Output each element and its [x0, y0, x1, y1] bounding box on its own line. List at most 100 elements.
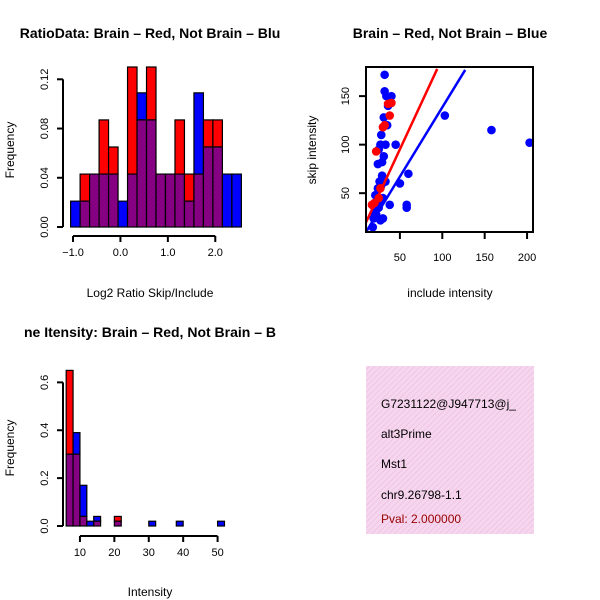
not-brain-fit-line — [366, 69, 467, 232]
ratio-axes: −1.0 0.0 1.0 2.0 0.00 0.04 0.08 0.12 — [39, 69, 223, 259]
brain-fit-line — [366, 68, 439, 223]
y-tick-label: 50 — [340, 187, 352, 199]
intensity-scatter-chart: Brain – Red, Not Brain – Blue skip inten… — [305, 25, 547, 300]
histogram-overlap-bar — [183, 200, 195, 228]
histogram-bar — [212, 119, 224, 148]
not-brain-point — [404, 169, 413, 179]
histogram-overlap-bar — [126, 173, 138, 228]
intensity-chart-xlabel: Intensity — [128, 585, 173, 599]
intensity-chart-title: ne Itensity: Brain – Red, Not Brain – B — [24, 324, 276, 340]
not-brain-point — [376, 130, 386, 140]
y-tick-label: 0.04 — [39, 167, 51, 188]
histogram-bar — [221, 173, 233, 228]
brain-point — [387, 98, 396, 108]
histogram-bar — [70, 200, 81, 228]
histogram-bar — [72, 432, 81, 455]
x-tick-label: 100 — [433, 252, 451, 264]
histogram-bar — [86, 520, 95, 527]
histogram-overlap-bar — [72, 453, 81, 527]
histogram-bar — [113, 515, 122, 522]
histogram-bar — [202, 119, 214, 148]
x-tick-label: 200 — [518, 252, 536, 264]
histogram-bar — [175, 520, 184, 527]
y-tick-label: 0.00 — [39, 216, 51, 237]
not-brain-point — [379, 151, 389, 161]
x-tick-label: 50 — [211, 547, 223, 559]
ratio-chart-title: RatioData: Brain – Red, Not Brain – Blu — [20, 25, 281, 41]
x-tick-label: 20 — [108, 547, 120, 559]
histogram-bar — [117, 200, 129, 228]
histogram-bar — [145, 66, 157, 121]
scatter-chart-xlabel: include intensity — [407, 286, 492, 300]
x-tick-label: 40 — [177, 547, 189, 559]
not-brain-point — [380, 70, 389, 80]
x-tick-label: 10 — [74, 547, 86, 559]
ratio-chart-ylabel: Frequency — [3, 122, 17, 179]
histogram-overlap-bar — [164, 173, 176, 228]
intensity-axes: 10 20 30 40 50 0.0 0.2 0.4 0.6 — [39, 375, 224, 559]
histogram-bar — [231, 173, 242, 228]
x-tick-label: 150 — [476, 252, 494, 264]
info-gene: Mst1 — [381, 457, 407, 471]
histogram-bar — [65, 369, 74, 455]
histogram-bar — [174, 119, 186, 175]
info-location: chr9.26798-1.1 — [381, 488, 462, 502]
histogram-bar — [216, 520, 226, 527]
brain-point — [371, 147, 381, 156]
histogram-overlap-bar — [88, 173, 100, 228]
histogram-overlap-bar — [113, 520, 122, 527]
not-brain-point — [381, 140, 390, 149]
histogram-bar — [148, 520, 157, 527]
y-tick-label: 150 — [340, 87, 352, 105]
y-tick-label: 0.2 — [39, 470, 51, 485]
y-tick-label: 100 — [340, 135, 352, 153]
info-event-type: alt3Prime — [381, 427, 432, 441]
info-panel-background — [366, 366, 534, 534]
histogram-bar — [107, 146, 119, 175]
histogram-overlap-bar — [98, 173, 110, 228]
histogram-bar — [98, 119, 110, 175]
x-tick-label: −1.0 — [62, 247, 84, 259]
x-tick-label: 2.0 — [208, 247, 223, 259]
histogram-bar — [183, 173, 195, 202]
not-brain-point — [525, 138, 533, 148]
info-pval: Pval: 2.000000 — [381, 512, 461, 526]
histogram-overlap-bar — [136, 119, 148, 228]
histogram-overlap-bar — [155, 173, 167, 228]
histogram-overlap-bar — [145, 119, 157, 228]
x-tick-label: 50 — [394, 252, 406, 264]
histogram-overlap-bar — [193, 173, 205, 228]
not-brain-point — [385, 200, 395, 210]
intensity-bars — [65, 369, 226, 527]
histogram-overlap-bar — [79, 515, 88, 527]
histogram-overlap-bar — [202, 146, 214, 228]
histogram-overlap-bar — [93, 520, 102, 527]
scatter-chart-title: Brain – Red, Not Brain – Blue — [353, 25, 548, 41]
histogram-bar — [126, 66, 138, 175]
scatter-plot-box — [365, 66, 534, 233]
x-tick-label: 0.0 — [113, 247, 128, 259]
ratio-histogram-chart: RatioData: Brain – Red, Not Brain – Blu … — [3, 25, 280, 300]
brain-point — [385, 111, 395, 120]
x-tick-label: 1.0 — [160, 247, 175, 259]
not-brain-point — [387, 91, 396, 101]
histogram-bar — [93, 515, 102, 522]
not-brain-point — [378, 214, 388, 223]
histogram-overlap-bar — [107, 173, 119, 228]
histogram-overlap-bar — [65, 453, 74, 527]
not-brain-point — [440, 111, 450, 120]
histogram-overlap-bar — [212, 146, 224, 228]
y-tick-label: 0.12 — [39, 69, 51, 90]
x-tick-label: 30 — [143, 547, 155, 559]
intensity-histogram-chart: ne Itensity: Brain – Red, Not Brain – B … — [3, 324, 276, 599]
not-brain-point — [487, 125, 496, 135]
histogram-overlap-bar — [174, 173, 186, 228]
histogram-bar — [136, 92, 148, 121]
y-tick-label: 0.08 — [39, 118, 51, 139]
not-brain-point — [391, 140, 400, 149]
ratio-chart-xlabel: Log2 Ratio Skip/Include — [87, 286, 214, 300]
histogram-bar — [193, 92, 205, 175]
scatter-axes: 50 100 150 200 50 100 150 — [340, 87, 536, 264]
scatter-marks — [366, 68, 533, 232]
histogram-bar — [79, 173, 91, 202]
